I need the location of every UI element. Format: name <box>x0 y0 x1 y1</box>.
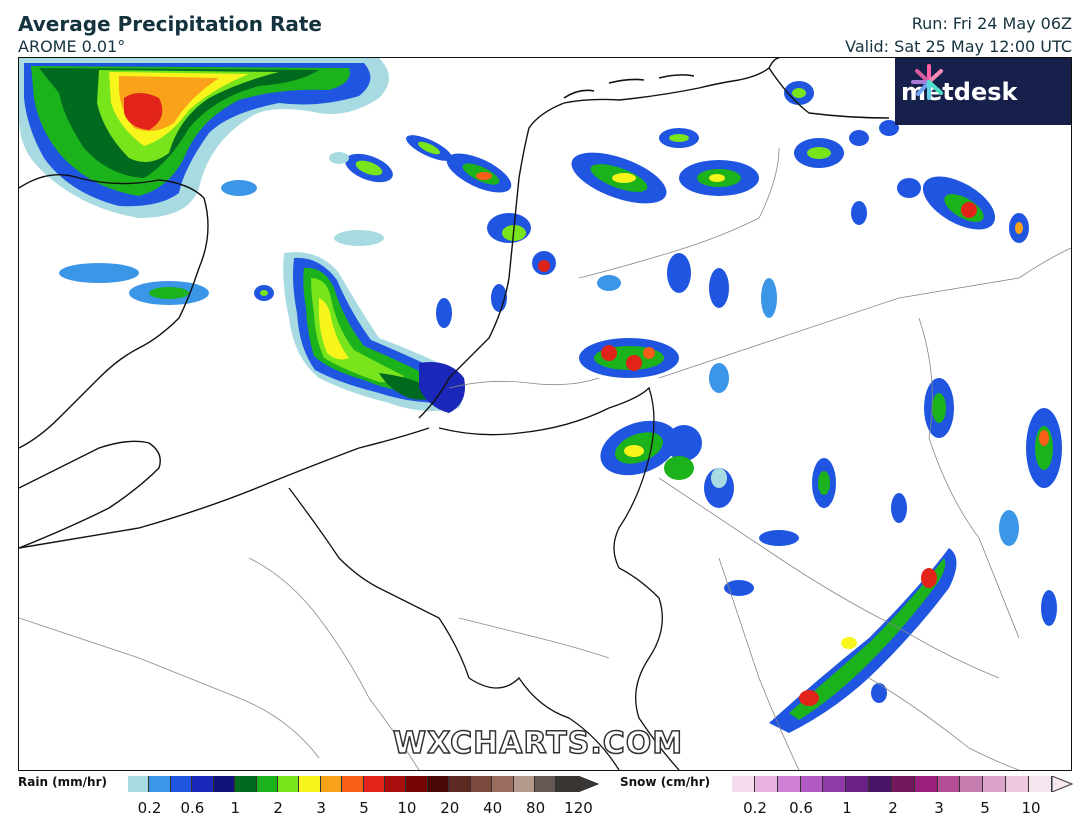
rain-tick-label: 80 <box>526 799 546 817</box>
rain-swatch <box>535 776 557 792</box>
rain-tick-label: 10 <box>397 799 417 817</box>
snow-swatch <box>983 776 1007 792</box>
rain-swatch <box>513 776 536 792</box>
rain-swatch <box>192 776 214 792</box>
snow-tick-label: 1 <box>842 799 852 817</box>
rain-swatch <box>492 776 514 792</box>
chart-title: Average Precipitation Rate <box>18 12 322 36</box>
precipitation-map[interactable]: metdesk WXCHARTS.COM <box>18 57 1072 771</box>
precip-southeast-band <box>769 548 957 733</box>
precip-north-streaks <box>59 135 556 328</box>
snow-tick-label: 10 <box>1021 799 1041 817</box>
precip-center-band <box>283 252 465 413</box>
snow-swatch <box>754 776 778 792</box>
snow-swatch <box>869 776 892 792</box>
precip-top-left <box>19 58 389 218</box>
precip-east-cells <box>579 338 1062 626</box>
rain-swatch <box>406 776 428 792</box>
snow-scale-arrow-icon <box>1052 776 1074 792</box>
model-label: AROME 0.01° <box>18 37 126 56</box>
snow-swatch <box>1028 776 1052 792</box>
map-borders <box>19 58 1071 770</box>
rain-swatch <box>128 776 150 792</box>
rain-scale-arrow-icon <box>578 776 600 792</box>
rain-swatch <box>427 776 450 792</box>
valid-time: Valid: Sat 25 May 12:00 UTC <box>845 37 1072 56</box>
rain-legend-label: Rain (mm/hr) <box>18 775 107 789</box>
rain-swatch <box>299 776 321 792</box>
snow-swatch <box>732 776 755 792</box>
rain-color-scale <box>128 776 578 792</box>
rain-tick-label: 2 <box>273 799 283 817</box>
rain-swatch <box>170 776 193 792</box>
rain-swatch <box>256 776 278 792</box>
snow-swatch <box>777 776 801 792</box>
rain-swatch <box>235 776 257 792</box>
snow-swatch <box>937 776 961 792</box>
rain-tick-label: 3 <box>316 799 326 817</box>
rain-tick-label: 1 <box>230 799 241 817</box>
rain-swatch <box>385 776 407 792</box>
snow-color-scale <box>732 776 1052 792</box>
snow-swatch <box>914 776 938 792</box>
wxcharts-watermark: WXCHARTS.COM <box>392 725 684 762</box>
precip-northeast <box>571 81 1029 318</box>
rain-swatch <box>470 776 493 792</box>
snow-tick-label: 3 <box>934 799 944 817</box>
rain-tick-label: 120 <box>564 799 593 817</box>
snow-swatch <box>960 776 984 792</box>
metdesk-burst-icon <box>911 64 943 100</box>
snow-swatch <box>846 776 870 792</box>
metdesk-logo: metdesk <box>895 58 1071 125</box>
snow-legend-label: Snow (cm/hr) <box>620 775 711 789</box>
rain-tick-label: 0.6 <box>180 799 205 817</box>
rain-swatch <box>363 776 386 792</box>
rain-tick-label: 40 <box>483 799 503 817</box>
snow-tick-label: 0.6 <box>789 799 813 817</box>
snow-swatch <box>1006 776 1029 792</box>
snow-swatch <box>891 776 915 792</box>
rain-tick-label: 20 <box>440 799 460 817</box>
rain-swatch <box>277 776 300 792</box>
rain-swatch <box>149 776 171 792</box>
rain-tick-label: 5 <box>359 799 369 817</box>
rain-tick-label: 0.2 <box>137 799 162 817</box>
rain-swatch <box>213 776 236 792</box>
rain-swatch <box>449 776 471 792</box>
run-time: Run: Fri 24 May 06Z <box>911 14 1072 33</box>
snow-tick-label: 5 <box>980 799 990 817</box>
snow-swatch <box>800 776 824 792</box>
snow-tick-label: 2 <box>888 799 898 817</box>
rain-swatch <box>320 776 343 792</box>
map-canvas <box>19 58 1071 770</box>
rain-swatch <box>342 776 364 792</box>
rain-swatch <box>556 776 578 792</box>
snow-tick-label: 0.2 <box>743 799 767 817</box>
snow-swatch <box>823 776 847 792</box>
